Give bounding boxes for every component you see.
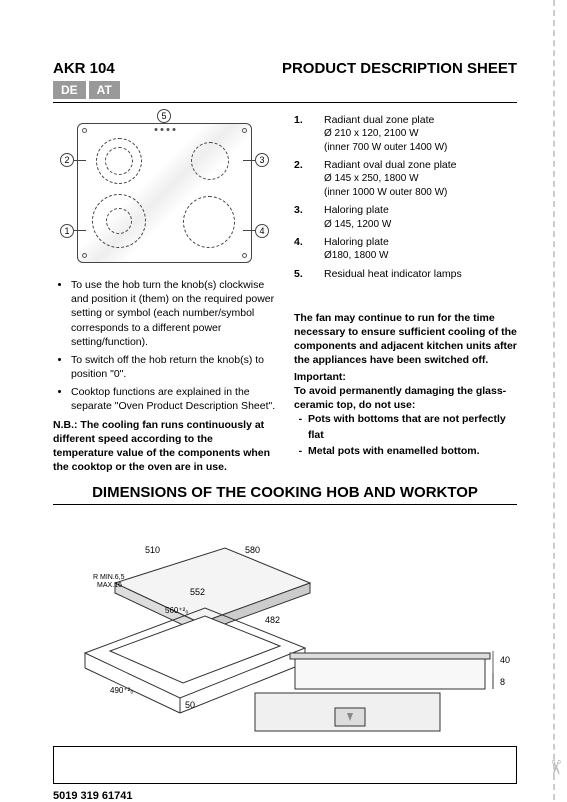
burner-1-inner [106,208,132,234]
dimensions-diagram: 510 580 R MIN.6,5 MAX.16 552 560⁺²₀ 482 … [53,513,517,738]
avoid-text: To avoid permanently damaging the glass-… [294,384,517,412]
part-number: 5019 319 61741 [53,790,517,802]
left-column: 5 2 3 1 4 To use the hob turn the knob(s… [53,113,276,474]
feature-1: 1. Radiant dual zone plate Ø 210 x 120, … [294,113,517,154]
donot-1: Pots with bottoms that are not perfectly… [308,412,517,444]
dim-8: 8 [500,677,505,687]
feature-5: 5. Residual heat indicator lamps [294,267,517,281]
dim-482: 482 [265,615,280,625]
header: AKR 104 DE AT PRODUCT DESCRIPTION SHEET [53,60,517,99]
callout-4: 4 [255,224,269,238]
header-left: AKR 104 DE AT [53,60,120,99]
header-rule [53,102,517,103]
dim-50: 50 [185,700,195,710]
burner-2-inner [105,147,133,175]
dim-r2: MAX.16 [97,582,122,589]
model-number: AKR 104 [53,60,120,77]
important-label: Important: [294,370,517,384]
usage-bullets: To use the hob turn the knob(s) clockwis… [53,278,276,414]
callout-5: 5 [157,109,171,123]
fan-note: The fan may continue to run for the time… [294,311,517,368]
dim-r: R MIN.6,5 [93,574,125,581]
nb-note: N.B.: The cooling fan runs continuously … [53,418,276,475]
hob-frame [77,123,252,263]
feature-4: 4. Haloring plate Ø180, 1800 W [294,235,517,263]
dim-552: 552 [190,587,205,597]
country-badges: DE AT [53,81,120,99]
callout-3: 3 [255,153,269,167]
bullet-1: To use the hob turn the knob(s) clockwis… [71,278,276,349]
callout-1: 1 [60,224,74,238]
dim-580: 580 [245,545,260,555]
dims-svg: 510 580 R MIN.6,5 MAX.16 552 560⁺²₀ 482 … [53,513,517,738]
donot-list: Pots with bottoms that are not perfectly… [294,412,517,459]
feature-3: 3. Haloring plate Ø 145, 1200 W [294,203,517,231]
right-notes: The fan may continue to run for the time… [294,311,517,459]
feature-list: 1. Radiant dual zone plate Ø 210 x 120, … [294,113,517,281]
dim-5600: 560⁺²₀ [165,606,189,615]
badge-at: AT [89,81,120,99]
nb-text: The cooling fan runs continuously at dif… [53,419,270,474]
page-content: AKR 104 DE AT PRODUCT DESCRIPTION SHEET [53,60,517,780]
bullet-2: To switch off the hob return the knob(s)… [71,353,276,381]
dim-510: 510 [145,545,160,555]
donot-2: Metal pots with enamelled bottom. [308,444,517,460]
main-columns: 5 2 3 1 4 To use the hob turn the knob(s… [53,113,517,474]
dims-rule [53,504,517,505]
callout-2: 2 [60,153,74,167]
bullet-3: Cooktop functions are explained in the s… [71,385,276,413]
badge-de: DE [53,81,86,99]
feature-2: 2. Radiant oval dual zone plate Ø 145 x … [294,158,517,199]
indicator-lamps [154,128,175,131]
dim-4900: 490⁺²₀ [110,686,134,695]
burner-3 [191,142,229,180]
cut-line [553,0,555,800]
dim-40: 40 [500,655,510,665]
right-column: 1. Radiant dual zone plate Ø 210 x 120, … [294,113,517,474]
nb-label: N.B.: [53,419,78,431]
hob-diagram: 5 2 3 1 4 [62,113,267,268]
doc-title: PRODUCT DESCRIPTION SHEET [282,60,517,77]
scissors-icon: ✂ [543,759,567,776]
bottom-box [53,746,517,784]
dimensions-title: DIMENSIONS OF THE COOKING HOB AND WORKTO… [53,484,517,501]
burner-4 [183,196,235,248]
